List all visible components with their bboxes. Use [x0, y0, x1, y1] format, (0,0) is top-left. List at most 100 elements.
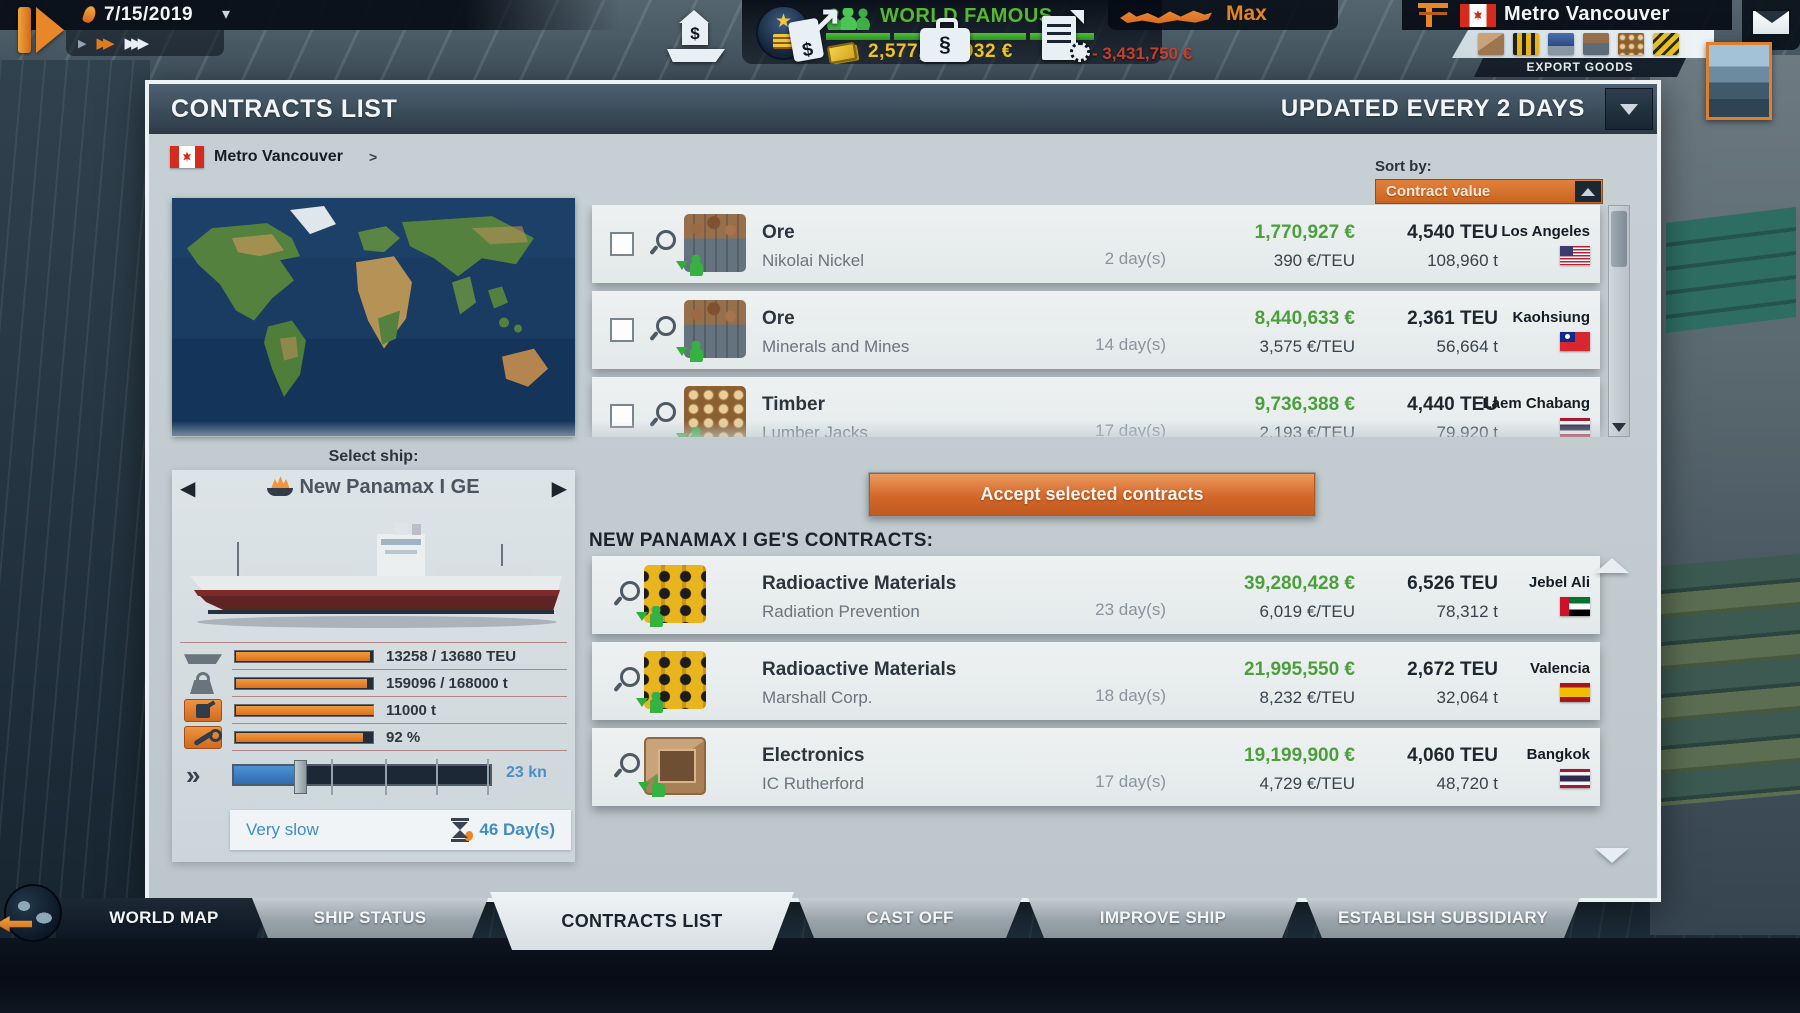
play-icon[interactable]	[36, 7, 64, 53]
goods-icon	[676, 386, 746, 437]
city-flag-icon	[1460, 4, 1496, 27]
port-chevron-label: >	[368, 149, 378, 165]
chemicals-goods-icon	[1653, 33, 1679, 55]
magnifier-icon[interactable]	[648, 230, 676, 258]
teu-capacity-value: 13258 / 13680 TEU	[386, 648, 517, 665]
slider-tick	[436, 759, 439, 795]
stat-capacity-weight: 159096 / 168000 t	[180, 670, 567, 697]
tab-world-map[interactable]: WORLD MAP	[56, 898, 272, 938]
magnifier-icon[interactable]	[612, 753, 640, 781]
scrollbar-thumb[interactable]	[1611, 211, 1627, 267]
expense-value: - 3,431,750 €	[1092, 44, 1193, 63]
contract-days: 17 day(s)	[1095, 421, 1166, 437]
date-chevron-down-icon[interactable]: ▾	[222, 6, 231, 23]
contract-rate: 4,729 €/TEU	[1259, 774, 1355, 793]
background-water	[0, 60, 150, 1013]
teu-capacity-bar	[234, 650, 374, 663]
contract-value: 9,736,388 €	[1254, 394, 1355, 415]
fox-icon	[1120, 10, 1212, 24]
port-breadcrumb[interactable]: Metro Vancouver >	[170, 146, 377, 168]
pause-icon[interactable]	[18, 7, 31, 53]
speed-slider-track[interactable]	[232, 759, 492, 795]
background-container-stack	[1660, 553, 1800, 807]
destination-flag-icon	[1560, 597, 1590, 616]
contract-rate: 390 €/TEU	[1273, 251, 1355, 270]
scroll-up-chevron-icon[interactable]	[1595, 558, 1629, 573]
contract-row[interactable]: Ore Minerals and Mines 14 day(s) 8,440,63…	[592, 291, 1600, 369]
ship-panel: ◀ ▶ New Panamax I GE	[172, 470, 575, 862]
ship-contract-row[interactable]: Electronics IC Rutherford 17 day(s) 19,19…	[592, 728, 1600, 806]
mail-hud	[1742, 0, 1800, 50]
ship-name-row[interactable]: New Panamax I GE	[172, 476, 575, 499]
ship-contract-row[interactable]: Radioactive Materials Radiation Preventio…	[592, 556, 1600, 634]
next-ship-arrow[interactable]: ▶	[551, 478, 567, 500]
contract-weight: 56,664 t	[1436, 337, 1498, 356]
ship-contract-row[interactable]: Radioactive Materials Marshall Corp. 18 d…	[592, 642, 1600, 720]
tab-improve-ship[interactable]: IMPROVE SHIP	[1028, 898, 1298, 938]
ship-stats: 13258 / 13680 TEU 159096 / 168000 t 1100…	[180, 642, 567, 751]
city-hud: Metro Vancouver	[1402, 0, 1732, 30]
contracts-scrollbar[interactable]	[1608, 205, 1630, 437]
contract-row[interactable]: Ore Nikolai Nickel 2 day(s) 1,770,927 € 39…	[592, 205, 1600, 283]
contract-settings-icon[interactable]	[1032, 10, 1102, 70]
contract-row[interactable]: Timber Lumber Jacks 17 day(s) 9,736,388 €…	[592, 377, 1600, 437]
condition-value: 92 %	[386, 729, 421, 746]
contract-value: 19,199,900 €	[1244, 745, 1355, 766]
goods-name: Ore	[762, 308, 795, 329]
export-goods-label: EXPORT GOODS	[1474, 58, 1686, 77]
contract-value: 21,995,550 €	[1244, 659, 1355, 680]
accept-contracts-button[interactable]: Accept selected contracts	[868, 472, 1316, 517]
destination-flag-icon	[1560, 418, 1590, 437]
harbor-finance-icon[interactable]	[665, 10, 735, 70]
top-bar	[0, 0, 620, 30]
reputation-label: WORLD FAMOUS	[880, 5, 1053, 27]
magnifier-icon[interactable]	[612, 667, 640, 695]
contract-checkbox[interactable]	[610, 232, 634, 256]
weight-capacity-value: 159096 / 168000 t	[386, 675, 508, 692]
contract-teu: 2,672 TEU	[1407, 659, 1498, 680]
legal-briefcase-icon[interactable]	[912, 10, 982, 70]
weight-capacity-bar	[234, 677, 374, 690]
world-map-globe-icon[interactable]	[4, 884, 62, 942]
market-trends-icon[interactable]: ↗	[785, 0, 855, 70]
magnifier-icon[interactable]	[612, 581, 640, 609]
loading-direction-icon	[638, 776, 668, 798]
sort-dropdown[interactable]: Contract value	[1375, 179, 1603, 204]
panel-body: Metro Vancouver >	[149, 134, 1657, 902]
advisor-hud[interactable]: Max	[1108, 0, 1338, 30]
tab-ship-status[interactable]: SHIP STATUS	[252, 898, 488, 938]
contract-checkbox[interactable]	[610, 318, 634, 342]
speed-slider-handle[interactable]	[294, 760, 307, 794]
speed-1x-button[interactable]: ▶	[78, 37, 87, 50]
contract-rate: 2,193 €/TEU	[1259, 423, 1355, 437]
goods-name: Timber	[762, 394, 826, 415]
scroll-down-chevron-icon[interactable]	[1595, 848, 1629, 863]
reputation-people-icon	[826, 8, 872, 30]
speed-2x-button[interactable]: ▶▶	[96, 35, 114, 52]
collapse-panel-button[interactable]	[1605, 88, 1653, 130]
mail-icon[interactable]	[1751, 9, 1791, 36]
game-date[interactable]: 7/15/2019	[104, 4, 194, 25]
tab-establish-subsidiary[interactable]: ESTABLISH SUBSIDIARY	[1306, 898, 1580, 938]
contract-teu: 4,060 TEU	[1407, 745, 1498, 766]
loading-direction-icon	[676, 427, 706, 437]
contract-days: 18 day(s)	[1095, 686, 1166, 705]
panel-update-note: UPDATED EVERY 2 DAYS	[1280, 95, 1585, 122]
machinery-goods-icon	[1548, 33, 1574, 55]
speed-3x-button[interactable]: ▶▶▶	[124, 35, 150, 52]
tab-cast-off[interactable]: CAST OFF	[798, 898, 1022, 938]
previous-ship-arrow[interactable]: ◀	[180, 478, 196, 500]
magnifier-icon[interactable]	[648, 402, 676, 430]
sort-dropdown-arrow-icon[interactable]	[1575, 181, 1601, 202]
world-map[interactable]	[172, 198, 575, 436]
goods-icon	[638, 737, 706, 797]
goods-name: Radioactive Materials	[762, 659, 957, 680]
contract-teu: 4,540 TEU	[1407, 222, 1498, 243]
goods-name: Electronics	[762, 745, 865, 766]
scrollbar-down-arrow-icon[interactable]	[1612, 423, 1626, 432]
port-camera-thumbnail[interactable]	[1706, 42, 1772, 120]
magnifier-icon[interactable]	[648, 316, 676, 344]
tab-contracts-list[interactable]: CONTRACTS LIST	[490, 892, 794, 950]
contract-checkbox[interactable]	[610, 404, 634, 428]
